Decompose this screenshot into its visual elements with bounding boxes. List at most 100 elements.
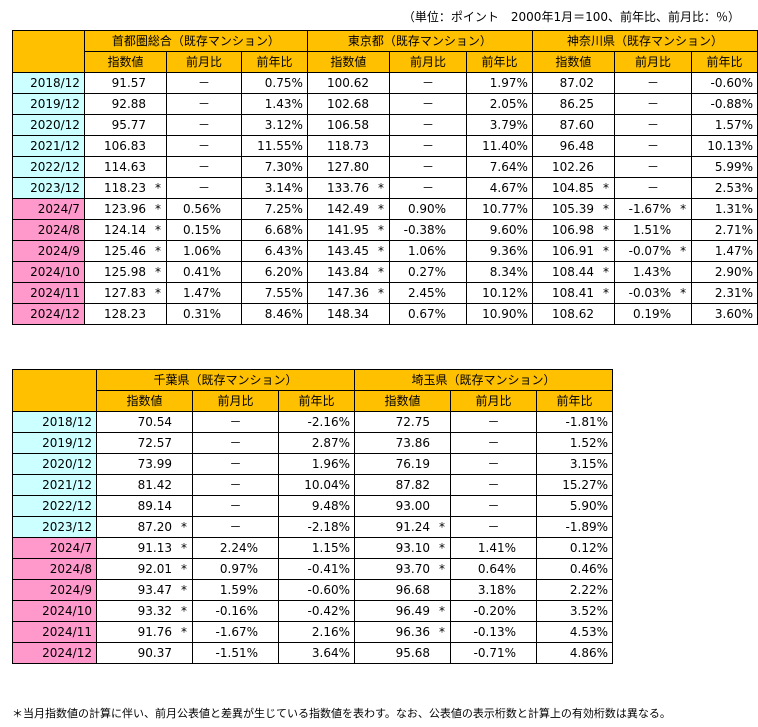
yoy-value: -1.89% xyxy=(536,516,613,538)
index-value-cell: 70.54 xyxy=(96,411,193,433)
mom-cell: － xyxy=(192,495,279,517)
index-value: 87.82 xyxy=(395,478,430,492)
revision-mark: * xyxy=(439,562,445,576)
index-value-cell: 91.24 * xyxy=(354,516,451,538)
mom-cell: -0.38% xyxy=(388,219,468,241)
mom-cell: － xyxy=(613,156,693,178)
revision-mark: * xyxy=(155,181,162,195)
mom-cell: -1.51% xyxy=(192,642,279,664)
index-value-cell: 124.14 * xyxy=(83,219,168,241)
mom-cell: － xyxy=(450,453,537,475)
row-date: 2024/7 xyxy=(12,537,97,559)
mom-value: -1.67% xyxy=(628,202,672,216)
mom-value: -0.16% xyxy=(215,604,258,618)
yoy-value: 9.36% xyxy=(466,240,533,262)
index-value: 93.32 xyxy=(137,604,172,618)
index-value: 95.68 xyxy=(395,646,430,660)
index-value: 148.34 xyxy=(326,307,369,321)
row-date: 2020/12 xyxy=(12,453,97,475)
mom-value: -0.71% xyxy=(473,646,516,660)
mom-value: － xyxy=(487,457,500,471)
mom-cell: － xyxy=(613,72,693,94)
region-name: 千葉県（既存マンション） xyxy=(96,369,355,391)
row-date: 2024/12 xyxy=(12,642,97,664)
yoy-value: 2.31% xyxy=(691,282,758,304)
mom-cell: － xyxy=(166,72,243,94)
revision-mark: * xyxy=(439,520,445,534)
column-header-row: 指数値 前月比 前年比 指数値 前月比 前年比 xyxy=(13,390,613,412)
table-row: 2018/12 91.57 － 0.75% 100.62 － 1.97% 87.02 － -0.6… xyxy=(12,72,758,94)
revision-mark: * xyxy=(602,223,609,237)
mom-cell: 2.45% xyxy=(388,282,468,304)
revision-mark: * xyxy=(155,223,162,237)
index-value-cell: 108.62 xyxy=(531,303,615,325)
row-date: 2023/12 xyxy=(12,177,85,199)
index-value-cell: 147.36 * xyxy=(306,282,390,304)
yoy-value: 2.05% xyxy=(466,93,533,115)
index-value-cell: 91.57 xyxy=(83,72,168,94)
row-date: 2022/12 xyxy=(12,156,85,178)
revision-mark: * xyxy=(155,244,162,258)
yoy-value: 3.64% xyxy=(278,642,355,664)
mom-cell: － xyxy=(192,474,279,496)
yoy-value: 3.79% xyxy=(466,114,533,136)
index-value-cell: 104.85 * xyxy=(531,177,615,199)
index-value-cell: 133.76 * xyxy=(306,177,390,199)
revision-mark: * xyxy=(181,541,187,555)
index-value: 104.85 xyxy=(551,181,594,195)
mom-cell: 0.31% xyxy=(166,303,243,325)
mom-value: － xyxy=(229,478,242,492)
index-value-cell: 73.86 xyxy=(354,432,451,454)
row-date: 2024/9 xyxy=(12,240,85,262)
revision-mark: * xyxy=(377,286,384,300)
mom-cell: － xyxy=(192,411,279,433)
mom-cell: － xyxy=(450,516,537,538)
revision-mark: * xyxy=(155,265,162,279)
index-value-cell: 106.91 * xyxy=(531,240,615,262)
yoy-value: 1.31% xyxy=(691,198,758,220)
row-date: 2018/12 xyxy=(12,411,97,433)
mom-value: － xyxy=(229,436,242,450)
col-header-yoy: 前年比 xyxy=(278,390,355,412)
yoy-value: -0.41% xyxy=(278,558,355,580)
index-value-cell: 125.46 * xyxy=(83,240,168,262)
mom-cell: － xyxy=(388,135,468,157)
yoy-value: 1.47% xyxy=(691,240,758,262)
row-date: 2019/12 xyxy=(12,93,85,115)
column-header-row: 指数値 前月比 前年比 指数値 前月比 前年比 指数値 前月比 前年比 xyxy=(13,51,758,73)
index-value: 128.23 xyxy=(104,307,147,321)
col-header-yoy: 前年比 xyxy=(691,51,758,73)
mom-cell: 1.06% xyxy=(166,240,243,262)
region-name: 首都圏総合（既存マンション） xyxy=(83,30,308,52)
table-row: 2024/12 90.37 -1.51% 3.64% 95.68 -0.71% 4.86% xyxy=(12,642,613,664)
mom-cell: 0.56% xyxy=(166,198,243,220)
index-value-cell: 87.82 xyxy=(354,474,451,496)
revision-mark: * xyxy=(602,244,609,258)
index-value: 108.62 xyxy=(551,307,594,321)
yoy-value: 15.27% xyxy=(536,474,613,496)
revision-mark: * xyxy=(602,202,609,216)
mom-cell: － xyxy=(388,156,468,178)
revision-mark: * xyxy=(439,604,445,618)
index-value: 96.49 xyxy=(395,604,430,618)
index-value: 102.68 xyxy=(326,97,369,111)
mom-value: 1.51% xyxy=(632,223,672,237)
mom-value: － xyxy=(422,181,435,195)
index-value: 95.77 xyxy=(111,118,147,132)
index-value: 127.80 xyxy=(326,160,369,174)
mom-value: 1.47% xyxy=(182,286,222,300)
revision-mark: * xyxy=(377,244,384,258)
table-row: 2024/7 91.13 * 2.24% 1.15% 93.10 * 1.41% 0.12% xyxy=(12,537,613,559)
revision-mark: * xyxy=(680,244,687,258)
index-value-cell: 148.34 xyxy=(306,303,390,325)
index-value-cell: 73.99 xyxy=(96,453,193,475)
index-value-cell: 127.83 * xyxy=(83,282,168,304)
yoy-value: 8.46% xyxy=(241,303,308,325)
mom-cell: 1.51% xyxy=(613,219,693,241)
revision-mark: * xyxy=(377,181,384,195)
revision-mark: * xyxy=(680,202,687,216)
yoy-value: 4.67% xyxy=(466,177,533,199)
index-value: 96.48 xyxy=(559,139,594,153)
mom-value: -1.67% xyxy=(215,625,258,639)
revision-mark: * xyxy=(181,583,187,597)
